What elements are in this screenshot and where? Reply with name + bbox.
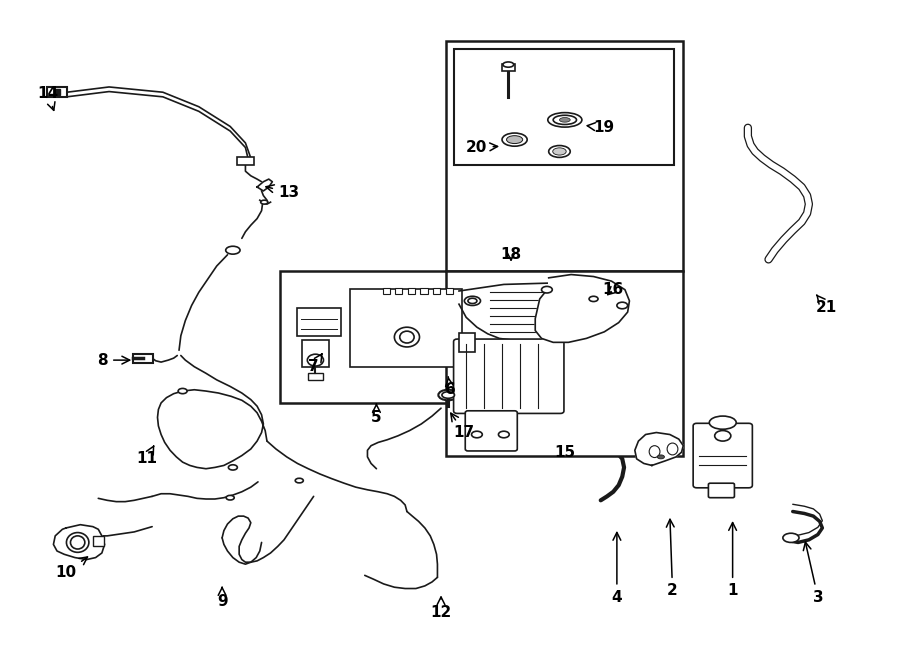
FancyBboxPatch shape: [93, 536, 104, 547]
Ellipse shape: [261, 200, 268, 204]
Text: 12: 12: [430, 597, 452, 620]
Bar: [502, 64, 515, 71]
Ellipse shape: [307, 354, 323, 366]
FancyBboxPatch shape: [459, 333, 475, 352]
Bar: [395, 288, 402, 294]
Text: 18: 18: [500, 247, 522, 262]
Bar: [280, 271, 477, 403]
Bar: [408, 288, 415, 294]
Text: 10: 10: [56, 557, 87, 580]
FancyBboxPatch shape: [133, 354, 153, 363]
Bar: [302, 340, 328, 367]
Ellipse shape: [499, 431, 509, 438]
Bar: [454, 50, 674, 165]
Text: 14: 14: [38, 86, 58, 110]
Bar: [433, 288, 440, 294]
FancyBboxPatch shape: [308, 373, 322, 380]
Bar: [382, 288, 390, 294]
Text: 11: 11: [136, 446, 158, 467]
Bar: [446, 41, 683, 271]
FancyBboxPatch shape: [465, 410, 518, 451]
Ellipse shape: [586, 294, 601, 303]
Ellipse shape: [616, 302, 627, 309]
Ellipse shape: [464, 296, 481, 305]
Ellipse shape: [657, 455, 664, 459]
FancyBboxPatch shape: [47, 87, 67, 97]
Ellipse shape: [709, 416, 736, 429]
Ellipse shape: [783, 533, 799, 543]
Bar: [420, 288, 427, 294]
FancyBboxPatch shape: [454, 339, 564, 413]
Text: 4: 4: [612, 533, 622, 605]
Ellipse shape: [502, 133, 527, 146]
Bar: [446, 271, 683, 455]
FancyBboxPatch shape: [708, 483, 734, 498]
Ellipse shape: [295, 479, 303, 483]
Polygon shape: [459, 283, 613, 340]
Text: 19: 19: [587, 120, 615, 136]
FancyBboxPatch shape: [349, 289, 462, 367]
Ellipse shape: [560, 118, 571, 122]
Text: 1: 1: [727, 523, 738, 598]
FancyBboxPatch shape: [693, 423, 752, 488]
Ellipse shape: [472, 431, 482, 438]
Ellipse shape: [400, 331, 414, 343]
FancyBboxPatch shape: [298, 308, 340, 336]
Text: 7: 7: [309, 354, 322, 374]
Ellipse shape: [70, 536, 85, 549]
Ellipse shape: [438, 390, 458, 401]
Text: 8: 8: [97, 352, 130, 368]
Ellipse shape: [226, 495, 234, 500]
Ellipse shape: [226, 247, 240, 254]
Text: 15: 15: [554, 445, 575, 460]
Text: 13: 13: [266, 185, 299, 200]
Text: 21: 21: [816, 295, 838, 315]
Polygon shape: [53, 525, 104, 560]
Text: 9: 9: [217, 588, 228, 609]
FancyBboxPatch shape: [238, 157, 254, 165]
Ellipse shape: [649, 446, 660, 457]
Ellipse shape: [542, 286, 553, 293]
Ellipse shape: [507, 136, 523, 143]
Ellipse shape: [715, 430, 731, 441]
Polygon shape: [634, 432, 683, 465]
Ellipse shape: [178, 389, 187, 394]
Ellipse shape: [229, 465, 238, 470]
Bar: [446, 288, 453, 294]
Polygon shape: [257, 179, 273, 191]
Polygon shape: [536, 274, 629, 342]
Text: 3: 3: [804, 542, 824, 605]
Ellipse shape: [394, 327, 419, 347]
Ellipse shape: [442, 392, 454, 399]
Ellipse shape: [590, 296, 598, 301]
Ellipse shape: [548, 112, 582, 127]
Text: 16: 16: [603, 282, 624, 297]
Ellipse shape: [553, 148, 566, 155]
Ellipse shape: [503, 62, 514, 67]
Text: 20: 20: [466, 140, 498, 155]
Text: 17: 17: [451, 413, 475, 440]
Ellipse shape: [549, 145, 571, 157]
Ellipse shape: [468, 298, 477, 303]
Text: 6: 6: [445, 377, 455, 397]
Ellipse shape: [67, 533, 89, 553]
Ellipse shape: [667, 443, 678, 455]
Ellipse shape: [554, 115, 577, 124]
Text: 2: 2: [666, 520, 678, 598]
Text: 5: 5: [371, 404, 382, 425]
